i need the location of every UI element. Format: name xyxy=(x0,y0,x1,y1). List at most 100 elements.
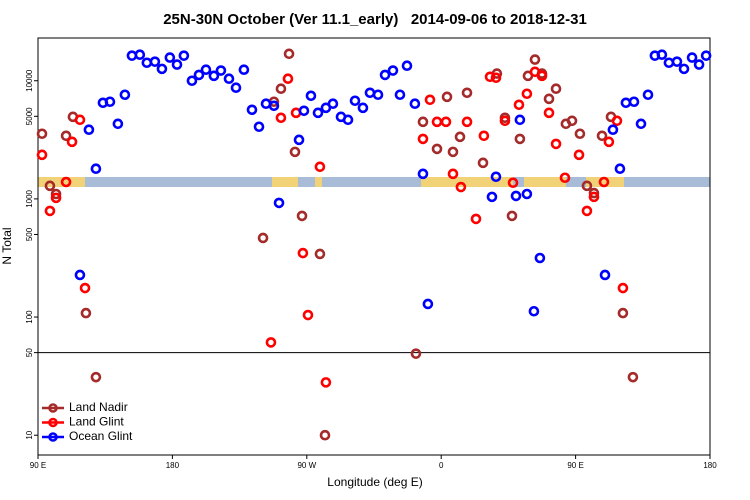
point xyxy=(678,63,690,75)
point xyxy=(320,377,332,388)
point xyxy=(614,163,626,175)
point xyxy=(486,191,498,203)
point xyxy=(693,59,705,70)
legend-marker xyxy=(48,417,58,428)
point xyxy=(550,83,562,95)
point xyxy=(164,52,176,63)
legend-marker xyxy=(48,432,58,442)
point xyxy=(297,247,309,259)
point xyxy=(289,146,301,158)
point xyxy=(223,73,235,85)
point xyxy=(506,210,518,222)
y-tick-label: 50 xyxy=(25,348,34,357)
point xyxy=(246,104,258,116)
point xyxy=(514,133,526,145)
point xyxy=(513,99,525,111)
point xyxy=(529,54,541,65)
x-tick-label: 180 xyxy=(166,461,180,470)
point xyxy=(447,168,459,180)
y-axis-label: N Total xyxy=(0,227,14,264)
point xyxy=(90,163,102,175)
point xyxy=(598,176,610,188)
point xyxy=(319,429,331,441)
point xyxy=(83,124,95,136)
point xyxy=(253,121,265,133)
point xyxy=(293,134,305,146)
point xyxy=(44,205,56,217)
point xyxy=(454,131,466,143)
point xyxy=(186,75,198,87)
point xyxy=(603,136,615,148)
point xyxy=(36,149,48,161)
point xyxy=(74,269,86,281)
point xyxy=(617,307,629,319)
legend-marker xyxy=(48,403,58,413)
point xyxy=(268,100,280,112)
point xyxy=(409,98,421,110)
point xyxy=(484,71,496,83)
legend-label: Ocean Glint xyxy=(69,429,133,443)
point xyxy=(387,65,399,76)
point xyxy=(208,70,220,82)
point xyxy=(431,143,443,155)
chart-title: 25N-30N October (Ver 11.1_early) 2014-09… xyxy=(163,11,587,28)
point xyxy=(422,298,434,310)
point xyxy=(74,114,86,126)
y-tick-label: 5000 xyxy=(25,107,34,125)
point xyxy=(461,116,473,128)
point xyxy=(628,96,640,108)
point xyxy=(79,282,91,294)
point xyxy=(635,118,647,130)
point xyxy=(312,107,324,119)
point xyxy=(431,116,443,128)
point xyxy=(477,157,489,169)
point xyxy=(536,70,548,82)
point xyxy=(44,180,56,192)
point xyxy=(588,187,600,199)
point xyxy=(440,116,452,128)
point xyxy=(275,83,287,95)
point xyxy=(528,305,540,317)
point xyxy=(230,82,242,94)
y-tick-label: 500 xyxy=(25,227,34,241)
point xyxy=(671,56,683,67)
point xyxy=(521,188,533,200)
point xyxy=(490,72,502,84)
point xyxy=(90,371,102,383)
point xyxy=(282,73,294,85)
point xyxy=(574,128,586,140)
point xyxy=(470,213,482,225)
point xyxy=(66,136,78,148)
point xyxy=(357,102,369,114)
y-tick-label: 10000 xyxy=(25,69,34,92)
point xyxy=(112,118,124,130)
point xyxy=(686,52,698,63)
point xyxy=(193,69,205,81)
point xyxy=(80,307,92,319)
y-tick-label: 10 xyxy=(25,430,34,439)
point xyxy=(104,96,116,108)
x-tick-label: 90 W xyxy=(297,461,316,470)
point xyxy=(283,48,295,60)
point xyxy=(543,93,555,105)
legend-label: Land Nadir xyxy=(69,400,128,414)
point xyxy=(521,88,533,100)
point xyxy=(617,282,629,294)
point xyxy=(490,171,502,183)
point xyxy=(349,95,361,107)
point xyxy=(596,130,608,142)
point xyxy=(455,181,467,193)
point xyxy=(599,269,611,281)
point xyxy=(296,210,308,222)
point xyxy=(327,98,339,110)
point xyxy=(417,116,429,128)
point xyxy=(215,65,227,76)
point xyxy=(478,130,490,142)
x-tick-label: 180 xyxy=(703,461,717,470)
point xyxy=(302,309,314,321)
point xyxy=(588,191,600,203)
point xyxy=(573,149,585,161)
point xyxy=(156,63,168,75)
point xyxy=(36,128,48,140)
point xyxy=(141,57,153,69)
